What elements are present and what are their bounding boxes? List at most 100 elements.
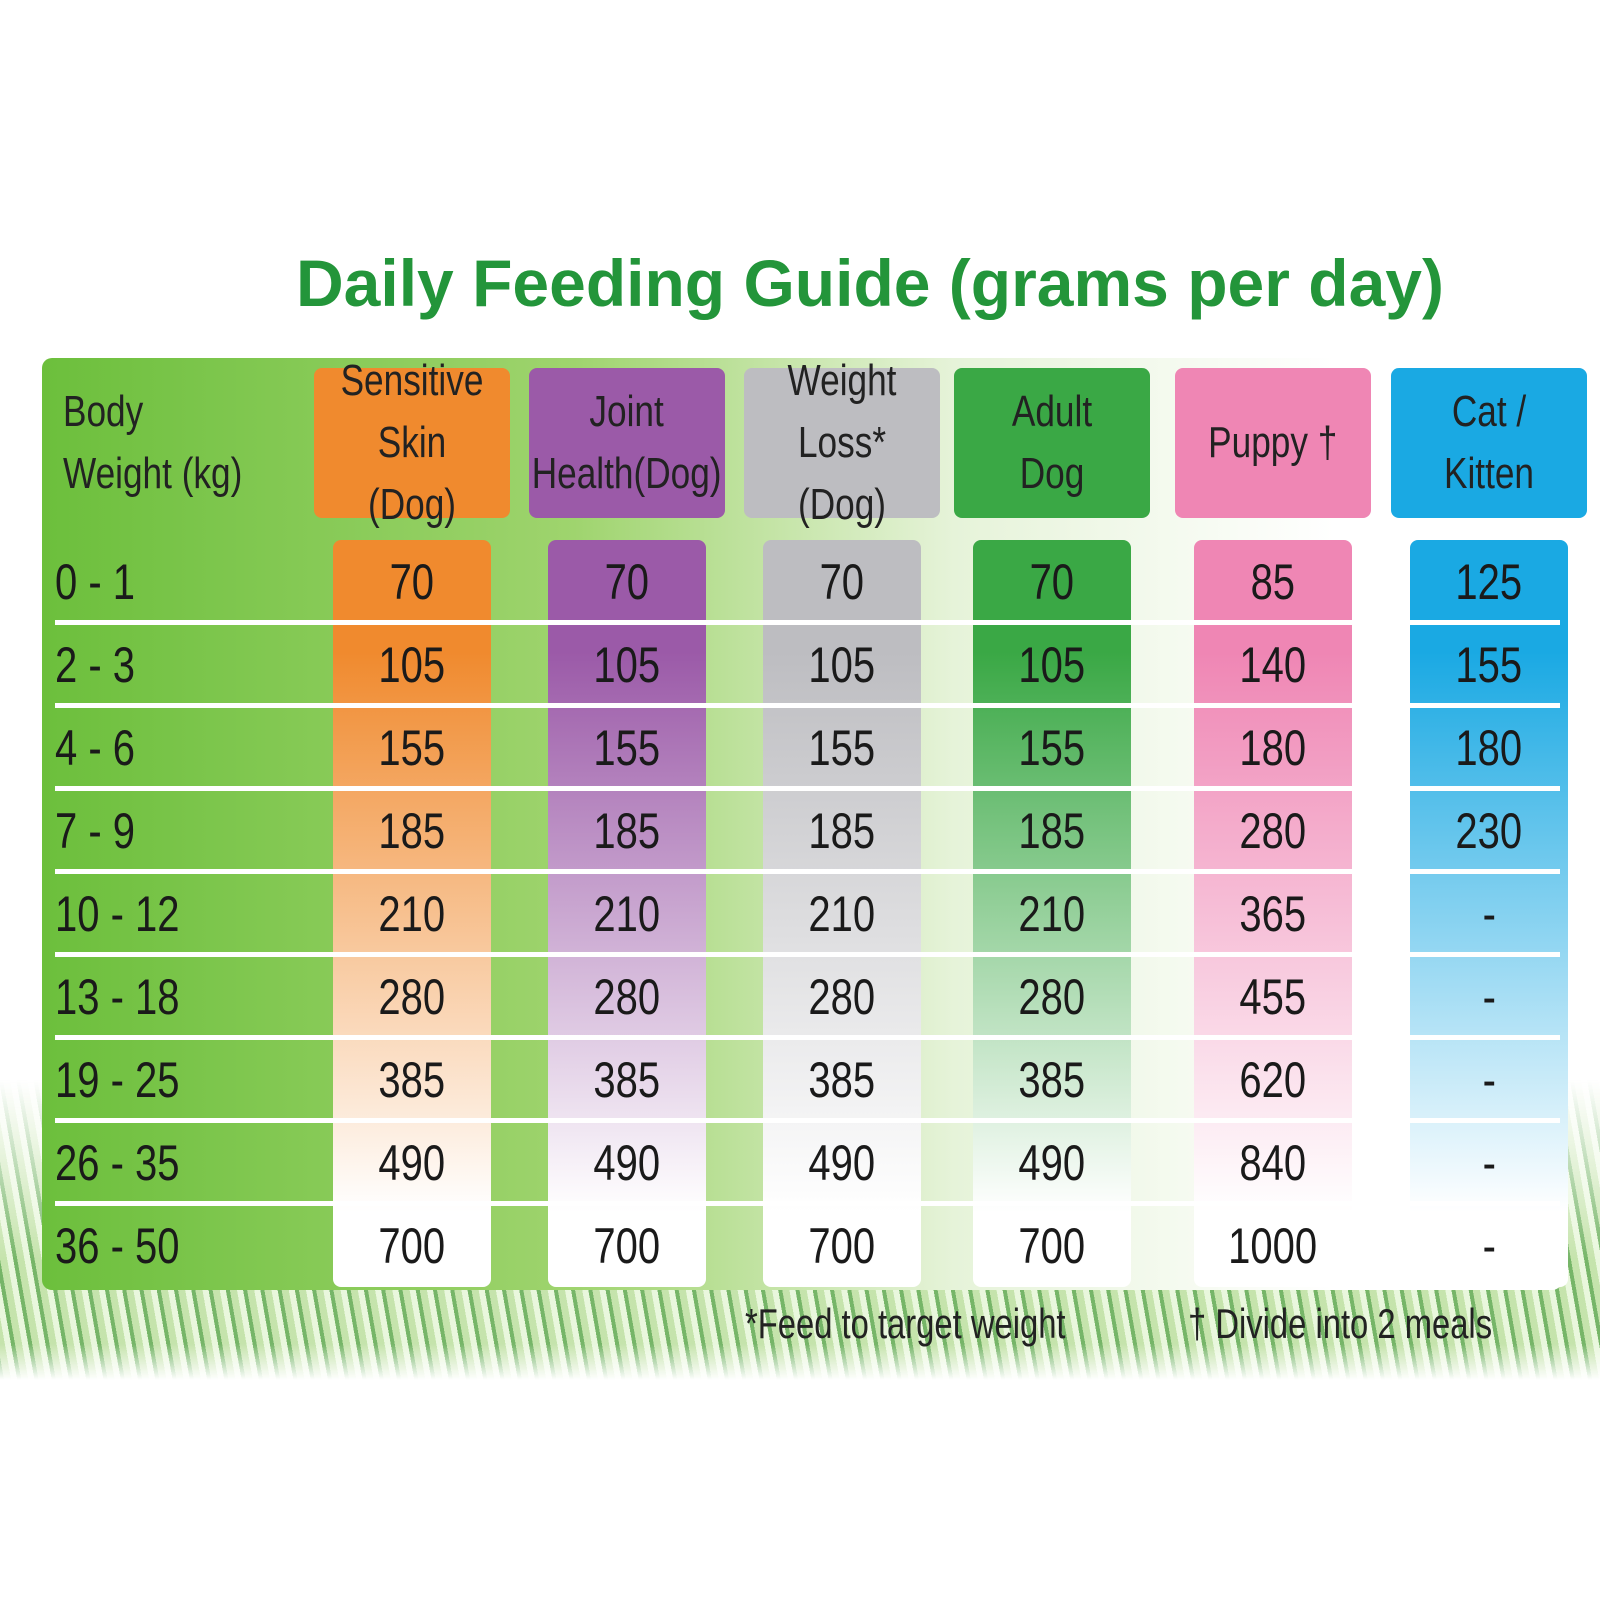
value-cell-text: 280 bbox=[378, 968, 446, 1025]
row-separator bbox=[55, 952, 1560, 957]
value-cell-text: 385 bbox=[593, 1051, 661, 1108]
value-cell: 490 bbox=[973, 1121, 1131, 1204]
value-cell-text: 185 bbox=[1018, 802, 1086, 859]
value-cell-text: 620 bbox=[1239, 1051, 1307, 1108]
value-cell-text: 210 bbox=[378, 885, 446, 942]
value-cell: 70 bbox=[763, 540, 921, 623]
value-cell-text: 490 bbox=[808, 1134, 876, 1191]
footnote-text: † Divide into 2 meals bbox=[1188, 1300, 1493, 1347]
value-cell: 385 bbox=[548, 1038, 706, 1121]
weight-cell: 19 - 25 bbox=[55, 1038, 315, 1121]
value-cell: 140 bbox=[1194, 623, 1352, 706]
value-cell-text: 280 bbox=[1018, 968, 1086, 1025]
column-strip bbox=[1410, 540, 1568, 1287]
value-cell: 185 bbox=[333, 789, 491, 872]
value-cell-text: 385 bbox=[378, 1051, 446, 1108]
value-cell-text: 840 bbox=[1239, 1134, 1307, 1191]
footnote: *Feed to target weight bbox=[745, 1300, 1156, 1348]
value-cell: - bbox=[1410, 872, 1568, 955]
value-cell: 700 bbox=[333, 1204, 491, 1287]
value-cell-text: 385 bbox=[808, 1051, 876, 1108]
page-title: Daily Feeding Guide (grams per day) bbox=[296, 246, 1444, 320]
row-separator bbox=[55, 703, 1560, 708]
value-cell-text: 385 bbox=[1018, 1051, 1086, 1108]
column-strip bbox=[1194, 540, 1352, 1287]
value-cell: 155 bbox=[763, 706, 921, 789]
value-cell: 185 bbox=[548, 789, 706, 872]
value-cell: 365 bbox=[1194, 872, 1352, 955]
column-header-text: Puppy † bbox=[1208, 418, 1338, 467]
value-cell: 210 bbox=[333, 872, 491, 955]
row-separator bbox=[55, 786, 1560, 791]
value-cell-text: 230 bbox=[1455, 802, 1523, 859]
value-cell-text: 280 bbox=[1239, 802, 1307, 859]
value-cell-text: 140 bbox=[1239, 636, 1307, 693]
footnote-text: *Feed to target weight bbox=[745, 1300, 1066, 1347]
value-cell: 105 bbox=[763, 623, 921, 706]
value-cell: 180 bbox=[1194, 706, 1352, 789]
value-cell: 105 bbox=[333, 623, 491, 706]
value-cell: - bbox=[1410, 955, 1568, 1038]
value-cell-text: 1000 bbox=[1228, 1217, 1318, 1274]
value-cell: 1000 bbox=[1194, 1204, 1352, 1287]
column-strip bbox=[333, 540, 491, 1287]
value-cell: 385 bbox=[763, 1038, 921, 1121]
value-cell-text: 70 bbox=[389, 553, 435, 610]
value-cell: 155 bbox=[973, 706, 1131, 789]
value-cell-text: 70 bbox=[1029, 553, 1075, 610]
value-cell-text: 70 bbox=[604, 553, 650, 610]
value-cell-text: 155 bbox=[808, 719, 876, 776]
value-cell: 280 bbox=[548, 955, 706, 1038]
column-strip bbox=[548, 540, 706, 1287]
weight-cell: 0 - 1 bbox=[55, 540, 315, 623]
value-cell: 620 bbox=[1194, 1038, 1352, 1121]
value-cell: 155 bbox=[548, 706, 706, 789]
value-cell-text: 180 bbox=[1239, 719, 1307, 776]
value-cell-text: 490 bbox=[593, 1134, 661, 1191]
weight-cell: 2 - 3 bbox=[55, 623, 315, 706]
value-cell-text: 365 bbox=[1239, 885, 1307, 942]
row-separator bbox=[55, 869, 1560, 874]
value-cell: - bbox=[1410, 1204, 1568, 1287]
value-cell-text: 180 bbox=[1455, 719, 1523, 776]
value-cell: 280 bbox=[333, 955, 491, 1038]
value-cell-text: 105 bbox=[808, 636, 876, 693]
column-header: Cat / Kitten bbox=[1391, 368, 1587, 518]
value-cell: 455 bbox=[1194, 955, 1352, 1038]
value-cell-text: 490 bbox=[1018, 1134, 1086, 1191]
column-header-text: Joint Health(Dog) bbox=[532, 387, 722, 498]
column-header: Weight Loss*(Dog) bbox=[744, 356, 940, 529]
column-header-text: Sensitive Skin (Dog) bbox=[340, 356, 484, 529]
value-cell: 70 bbox=[973, 540, 1131, 623]
value-cell-text: 280 bbox=[808, 968, 876, 1025]
value-cell: 280 bbox=[973, 955, 1131, 1038]
value-cell-text: 185 bbox=[808, 802, 876, 859]
value-cell-text: 155 bbox=[593, 719, 661, 776]
weight-cell-text: 2 - 3 bbox=[55, 636, 136, 693]
weight-cell: 36 - 50 bbox=[55, 1204, 315, 1287]
value-cell: 155 bbox=[333, 706, 491, 789]
weight-cell-text: 26 - 35 bbox=[55, 1134, 180, 1191]
column-header: Sensitive Skin (Dog) bbox=[314, 356, 510, 529]
weight-cell: 7 - 9 bbox=[55, 789, 315, 872]
column-header-text: Cat / Kitten bbox=[1443, 387, 1534, 498]
value-cell: 125 bbox=[1410, 540, 1568, 623]
value-cell: 180 bbox=[1410, 706, 1568, 789]
value-cell: 280 bbox=[1194, 789, 1352, 872]
row-separator bbox=[55, 620, 1560, 625]
value-cell: 700 bbox=[973, 1204, 1131, 1287]
value-cell-text: 700 bbox=[1018, 1217, 1086, 1274]
value-cell-text: - bbox=[1482, 968, 1496, 1025]
weight-cell-text: 13 - 18 bbox=[55, 968, 180, 1025]
value-cell-text: 210 bbox=[1018, 885, 1086, 942]
value-cell: 490 bbox=[548, 1121, 706, 1204]
column-header-text: Adult Dog bbox=[1011, 387, 1093, 498]
weight-cell-text: 0 - 1 bbox=[55, 553, 136, 610]
column-header: Puppy † bbox=[1175, 368, 1371, 518]
weight-cell-text: 10 - 12 bbox=[55, 885, 180, 942]
weight-cell: 13 - 18 bbox=[55, 955, 315, 1038]
weight-cell: 10 - 12 bbox=[55, 872, 315, 955]
value-cell-text: 700 bbox=[378, 1217, 446, 1274]
value-cell-text: 70 bbox=[819, 553, 865, 610]
